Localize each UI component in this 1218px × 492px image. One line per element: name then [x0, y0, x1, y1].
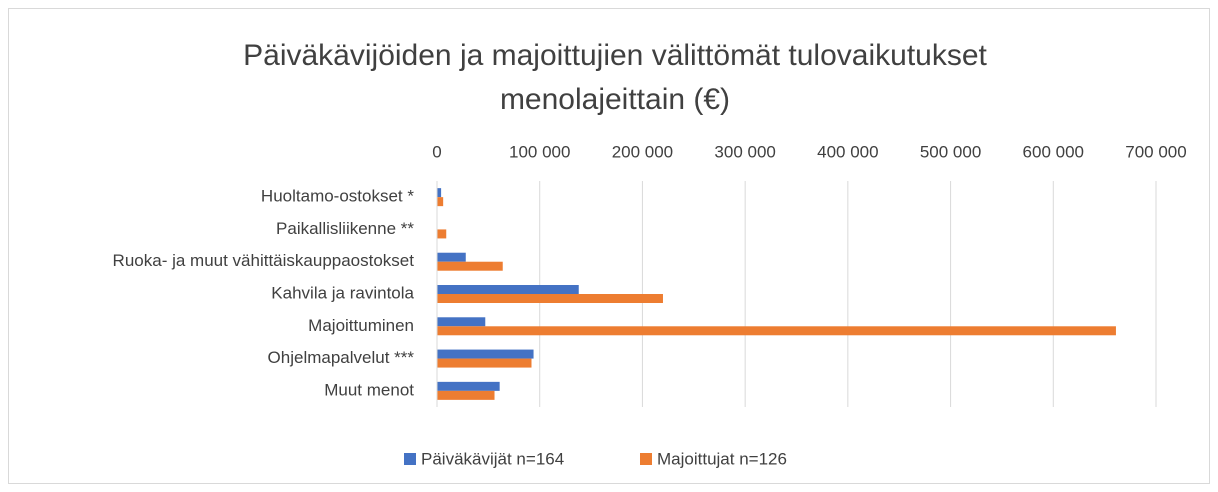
bar — [437, 229, 447, 239]
y-tick-label: Ohjelmapalvelut *** — [268, 348, 415, 367]
bar — [437, 188, 442, 198]
legend-swatch — [640, 453, 652, 465]
x-tick-label: 100 000 — [509, 142, 570, 161]
bar — [437, 197, 444, 207]
bar — [437, 317, 486, 327]
x-tick-label: 200 000 — [612, 142, 673, 161]
y-tick-label: Huoltamo-ostokset * — [261, 187, 414, 206]
bar — [437, 285, 579, 294]
bar — [437, 261, 503, 271]
bar — [437, 252, 466, 262]
chart-title: Päiväkävijöiden ja majoittujien välittöm… — [243, 39, 987, 116]
y-tick-label: Ruoka- ja muut vähittäiskauppaostokset — [113, 251, 415, 270]
y-tick-label: Paikallisliikenne ** — [276, 219, 414, 238]
x-tick-label: 700 000 — [1125, 142, 1186, 161]
bar — [437, 326, 1116, 336]
x-tick-label: 600 000 — [1023, 142, 1084, 161]
bar — [437, 294, 663, 303]
y-tick-label: Muut menot — [324, 380, 414, 399]
chart-border — [8, 8, 1210, 484]
y-tick-label: Majoittuminen — [308, 316, 414, 335]
x-tick-label: 500 000 — [920, 142, 981, 161]
x-tick-label: 0 — [432, 142, 441, 161]
x-tick-label: 300 000 — [714, 142, 775, 161]
y-tick-label: Kahvila ja ravintola — [271, 283, 414, 302]
legend-swatch — [404, 453, 416, 465]
bar — [437, 349, 534, 359]
bar — [437, 390, 495, 400]
x-tick-label: 400 000 — [817, 142, 878, 161]
bar — [437, 358, 532, 368]
legend-label: Päiväkävijät n=164 — [421, 449, 564, 468]
legend-label: Majoittujat n=126 — [657, 449, 787, 468]
bar — [437, 381, 500, 391]
